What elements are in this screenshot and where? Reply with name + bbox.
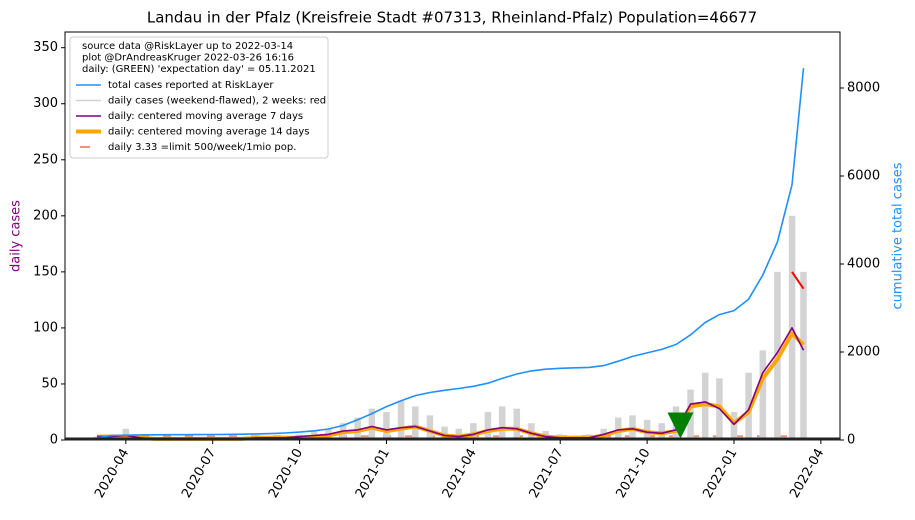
bar (368, 408, 376, 440)
bar (122, 428, 130, 440)
legend-title: plot @DrAndreasKruger 2022-03-26 16:16 (82, 53, 294, 64)
legend: source data @RiskLayer up to 2022-03-14p… (69, 36, 329, 159)
y2-tick-label: 2000 (847, 345, 880, 360)
chart-title: Landau in der Pfalz (Kreisfreie Stadt #0… (147, 9, 757, 27)
bar (354, 417, 361, 440)
y-tick-label: 0 (50, 433, 58, 448)
legend-label: daily cases (weekend-flawed), 2 weeks: r… (108, 96, 326, 107)
bar (513, 408, 521, 440)
bar (441, 426, 448, 440)
bar (759, 350, 767, 440)
y2-tick-label: 8000 (847, 81, 880, 96)
expectation-day-marker (667, 412, 694, 439)
y-tick-label: 350 (33, 40, 58, 55)
bar (426, 415, 434, 440)
bar (745, 372, 752, 440)
legend-title: daily: (GREEN) 'expectation day' = 05.11… (82, 64, 316, 75)
y-tick-label: 50 (41, 376, 58, 391)
y-axis-label: daily cases (9, 200, 24, 272)
bar (643, 419, 651, 440)
bar (484, 411, 492, 440)
y2-axis-label: cumulative total cases (891, 162, 906, 309)
legend-title: source data @RiskLayer up to 2022-03-14 (82, 41, 293, 52)
y-tick-label: 100 (33, 320, 58, 335)
y2-tick-label: 4000 (847, 257, 880, 272)
bar (397, 400, 405, 440)
y-tick-label: 150 (33, 264, 58, 279)
bar (412, 406, 419, 440)
legend-label: daily: centered moving average 7 days (108, 111, 303, 122)
bar (615, 417, 622, 440)
series-line (96, 68, 805, 439)
legend-label: total cases reported at RiskLayer (108, 80, 274, 91)
bar (800, 271, 807, 440)
y2-tick-label: 0 (847, 433, 855, 448)
bar (498, 406, 506, 440)
legend-label: daily: centered moving average 14 days (108, 127, 309, 138)
bar (383, 411, 390, 440)
y-tick-label: 200 (33, 208, 58, 223)
bar (701, 372, 709, 440)
y2-tick-label: 6000 (847, 169, 880, 184)
recent-daily-line (791, 271, 805, 290)
plot-area (93, 68, 807, 441)
y-tick-label: 300 (33, 96, 58, 111)
legend-box (69, 36, 329, 159)
legend-label: daily 3.33 =limit 500/week/1mio pop. (108, 142, 296, 153)
bar (470, 423, 477, 440)
bar (730, 411, 738, 440)
y-tick-label: 250 (33, 152, 58, 167)
bar (455, 428, 463, 440)
